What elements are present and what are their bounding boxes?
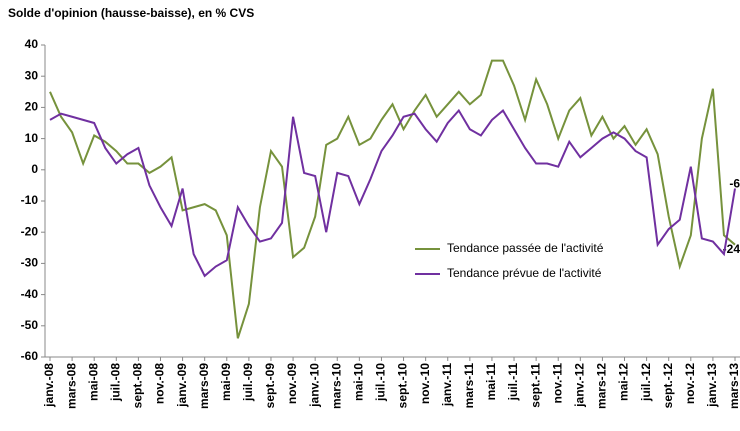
chart-title: Solde d'opinion (hausse-baisse), en % CV… <box>8 6 254 20</box>
x-tick-label: mai-10 <box>352 363 366 401</box>
x-tick-label: sept.-12 <box>661 363 675 409</box>
y-tick-label: -40 <box>21 287 39 301</box>
x-tick-label: janv.-10 <box>307 363 321 408</box>
series-line <box>49 59 736 339</box>
x-tick-label: sept.-09 <box>263 363 277 409</box>
x-tick-label: mars-11 <box>462 363 476 409</box>
series-line <box>49 108 736 278</box>
x-tick-label: sept.-08 <box>131 363 145 409</box>
x-tick-label: nov.-11 <box>550 363 564 404</box>
x-tick-label: mars-12 <box>595 363 609 409</box>
x-tick-label: mars-08 <box>64 363 78 409</box>
x-tick-label: mai-11 <box>484 363 498 401</box>
x-tick-label: juil.-11 <box>506 363 520 402</box>
x-tick-label: janv.-13 <box>705 363 719 408</box>
data-label: -24 <box>723 242 740 256</box>
legend-label: Tendance passée de l'activité <box>447 241 604 255</box>
x-tick-label: janv.-08 <box>42 363 56 408</box>
x-tick-label: nov.-10 <box>418 363 432 404</box>
data-label: -6 <box>729 177 740 191</box>
x-tick-label: mai-08 <box>86 363 100 401</box>
x-tick-label: janv.-12 <box>572 363 586 408</box>
y-tick-label: -30 <box>21 256 39 270</box>
x-tick-label: janv.-11 <box>440 363 454 407</box>
y-tick-label: 30 <box>25 68 39 82</box>
x-tick-label: mai-09 <box>219 363 233 401</box>
x-tick-label: mars-09 <box>197 363 211 409</box>
x-tick-label: juil.-09 <box>241 363 255 402</box>
x-tick-label: juil.-08 <box>108 363 122 402</box>
x-tick-label: mai-12 <box>617 363 631 401</box>
x-tick-label: sept.-11 <box>528 363 542 408</box>
y-tick-label: 0 <box>31 162 38 176</box>
x-tick-label: nov.-12 <box>683 363 697 404</box>
y-tick-label: -10 <box>21 193 39 207</box>
x-tick-label: juil.-12 <box>639 363 653 402</box>
y-tick-label: -60 <box>21 349 39 363</box>
x-tick-label: nov.-08 <box>153 363 167 404</box>
x-tick-label: janv.-09 <box>175 363 189 408</box>
x-tick-label: mars-10 <box>329 363 343 409</box>
x-tick-label: sept.-10 <box>396 363 410 409</box>
y-tick-label: 10 <box>25 131 39 145</box>
x-tick-label: nov.-09 <box>285 363 299 404</box>
x-tick-label: mars-13 <box>727 363 740 409</box>
x-tick-label: juil.-10 <box>374 363 388 402</box>
y-tick-label: -20 <box>21 224 39 238</box>
legend-label: Tendance prévue de l'activité <box>447 266 602 280</box>
y-tick-label: -50 <box>21 318 39 332</box>
y-tick-label: 40 <box>25 37 39 51</box>
y-tick-label: 20 <box>25 100 39 114</box>
